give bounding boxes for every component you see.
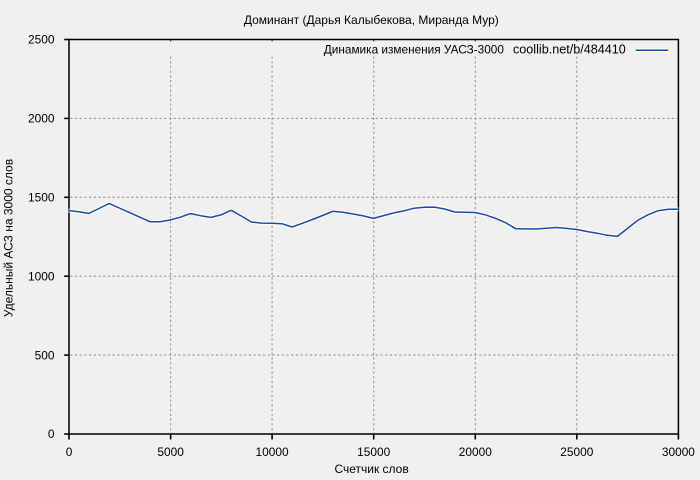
- svg-text:2000: 2000: [28, 112, 55, 126]
- svg-text:0: 0: [66, 445, 73, 459]
- svg-text:15000: 15000: [357, 445, 390, 459]
- svg-text:Доминант (Дарья Калыбекова, Ми: Доминант (Дарья Калыбекова, Миранда Мур): [244, 13, 499, 27]
- svg-text:0: 0: [48, 427, 55, 441]
- svg-text:500: 500: [35, 348, 55, 362]
- svg-text:30000: 30000: [662, 445, 695, 459]
- svg-text:1500: 1500: [28, 191, 55, 205]
- svg-text:25000: 25000: [560, 445, 593, 459]
- svg-text:5000: 5000: [157, 445, 184, 459]
- svg-text:2500: 2500: [28, 33, 55, 47]
- svg-text:Счетчик слов: Счетчик слов: [334, 462, 408, 476]
- svg-text:20000: 20000: [459, 445, 492, 459]
- svg-text:1000: 1000: [28, 269, 55, 283]
- svg-text:10000: 10000: [256, 445, 289, 459]
- svg-text:Удельный АСЗ на 3000 слов: Удельный АСЗ на 3000 слов: [2, 159, 16, 317]
